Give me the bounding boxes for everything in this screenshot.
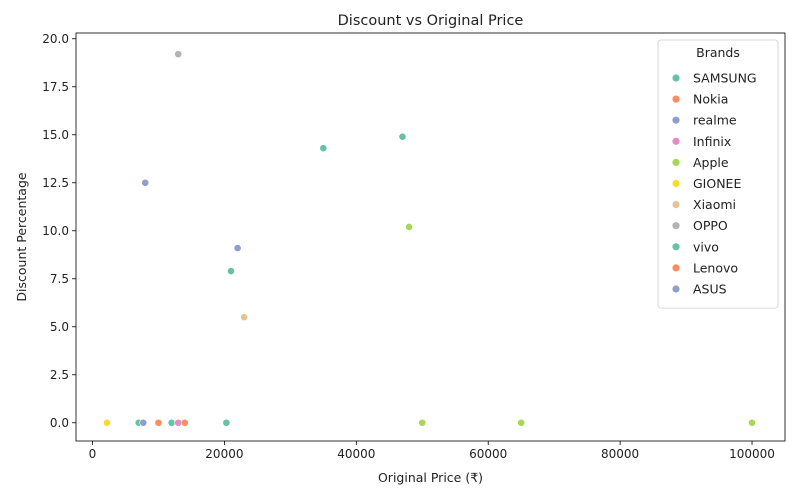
data-point-infinix (174, 418, 183, 427)
data-point-vivo (319, 144, 328, 153)
legend-label: realme (693, 113, 737, 128)
y-tick-label: 10.0 (42, 224, 69, 238)
legend-label: SAMSUNG (693, 71, 757, 86)
legend-marker (672, 137, 680, 145)
chart-title: Discount vs Original Price (338, 13, 524, 29)
x-tick-label: 0 (89, 447, 97, 461)
legend-label: Nokia (693, 92, 728, 107)
legend-marker (672, 116, 680, 124)
data-point-vivo (222, 418, 231, 427)
legend-box (657, 39, 779, 309)
legend-label: vivo (693, 239, 719, 254)
legend-marker (672, 179, 680, 188)
y-tick-label: 17.5 (42, 80, 69, 94)
data-point-realme (139, 418, 148, 427)
x-tick-label: 60000 (469, 447, 507, 461)
data-point-apple (748, 418, 756, 427)
legend: Brands SAMSUNG Nokia realme Infinix Apple GIO… (657, 39, 779, 309)
data-point-gionee (103, 418, 111, 427)
legend-marker (672, 222, 680, 230)
data-point-samsung (227, 267, 235, 275)
y-tick-label: 20.0 (42, 32, 69, 46)
data-point-realme (141, 178, 150, 187)
data-points (103, 50, 756, 427)
y-tick-label: 12.5 (42, 176, 69, 190)
data-point-apple (517, 418, 526, 427)
data-point-oppo (174, 50, 183, 59)
y-tick-label: 2.5 (50, 368, 69, 382)
legend-marker (672, 264, 680, 272)
x-tick-label: 100000 (729, 447, 775, 461)
data-point-asus (233, 244, 242, 252)
y-tick-label: 15.0 (42, 128, 69, 142)
y-axis-title: Discount Percentage (14, 172, 29, 301)
plot-area (75, 32, 786, 442)
legend-label: Xiaomi (693, 197, 736, 212)
data-point-lenovo (180, 418, 189, 427)
legend-marker (672, 243, 680, 251)
y-tick-label: 5.0 (50, 320, 69, 334)
plot-frame (75, 32, 786, 442)
legend-marker (672, 201, 680, 209)
data-point-xiaomi (240, 313, 249, 322)
x-tick-label: 40000 (337, 447, 375, 461)
x-axis-title: Original Price (₹) (378, 470, 483, 485)
legend-label: Infinix (693, 134, 731, 149)
y-axis-ticks: 0.0 2.5 5.0 7.5 10.0 12.5 15.0 17.5 20.0 (42, 32, 76, 430)
legend-label: OPPO (693, 218, 728, 233)
legend-label: Lenovo (693, 260, 738, 275)
data-point-apple (405, 223, 413, 231)
x-tick-label: 80000 (601, 447, 639, 461)
legend-label: GIONEE (693, 176, 741, 191)
legend-marker (672, 285, 680, 293)
y-tick-label: 7.5 (50, 272, 69, 286)
legend-title: Brands (696, 45, 740, 60)
legend-marker (672, 74, 680, 82)
data-point-samsung (398, 132, 407, 141)
legend-label: Apple (693, 155, 729, 170)
y-tick-label: 0.0 (50, 416, 69, 430)
data-point-nokia (154, 418, 163, 427)
x-axis-ticks: 0 20000 40000 60000 80000 100000 (89, 441, 775, 461)
data-point-samsung (167, 418, 176, 427)
legend-marker (672, 158, 680, 166)
x-tick-label: 20000 (205, 447, 243, 461)
legend-entries: SAMSUNG Nokia realme Infinix Apple GIONEE Xiao… (672, 71, 757, 297)
data-point-apple (418, 418, 427, 427)
legend-label: ASUS (693, 282, 727, 297)
legend-marker (672, 95, 680, 103)
